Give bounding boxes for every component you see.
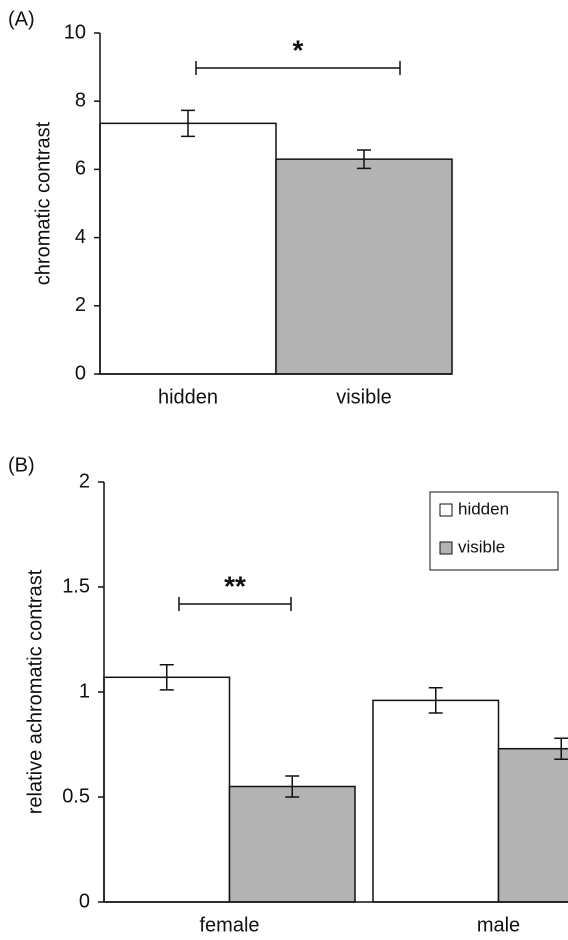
x-tick-label: male xyxy=(477,914,520,936)
bar xyxy=(99,122,277,375)
annotation: ** xyxy=(224,570,246,601)
error-bar xyxy=(285,775,300,798)
y-tick-label: 2 xyxy=(79,470,90,492)
y-tick-label: 1 xyxy=(79,680,90,702)
y-tick-label: 0 xyxy=(75,362,86,384)
annotation: * xyxy=(293,34,304,65)
panel-label: (B) xyxy=(8,454,35,476)
bar xyxy=(497,747,568,903)
significance-bracket xyxy=(178,597,292,611)
error-bar xyxy=(181,109,195,138)
y-tick-label: 2 xyxy=(75,294,86,316)
y-axis-title: chromatic contrast xyxy=(32,121,54,285)
bar xyxy=(275,158,453,375)
y-tick-label: 1.5 xyxy=(62,575,90,597)
x-tick-label: female xyxy=(199,914,259,936)
legend-label: visible xyxy=(458,537,505,556)
error-bar xyxy=(159,663,174,691)
y-tick-label: 10 xyxy=(64,21,86,43)
bar xyxy=(103,676,231,903)
y-tick-label: 0 xyxy=(79,890,90,912)
y-tick-label: 6 xyxy=(75,158,86,180)
bar xyxy=(372,699,500,903)
bar xyxy=(228,785,356,903)
error-bar xyxy=(554,737,568,760)
x-tick-label: visible xyxy=(336,386,392,408)
y-tick-label: 0.5 xyxy=(62,785,90,807)
error-bar xyxy=(428,687,443,714)
legend-label: hidden xyxy=(458,499,509,518)
significance-bracket xyxy=(195,61,401,75)
x-tick-label: hidden xyxy=(158,386,218,408)
legend-swatch xyxy=(439,541,453,555)
y-tick-label: 8 xyxy=(75,89,86,111)
y-tick-label: 4 xyxy=(75,226,86,248)
panel-label: (A) xyxy=(8,8,35,30)
error-bar xyxy=(357,149,371,170)
y-axis-title: relative achromatic contrast xyxy=(24,569,46,814)
legend-swatch xyxy=(439,503,453,517)
